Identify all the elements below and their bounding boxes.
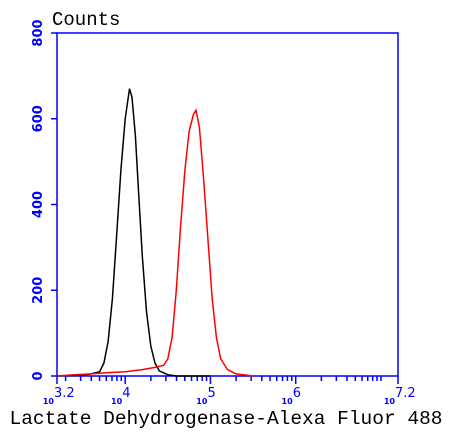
x-tick-label: 5 [207, 386, 215, 401]
x-tick-base: 10 [196, 397, 208, 406]
x-tick-base: 10 [111, 397, 123, 406]
y-tick-label: 800 [31, 19, 46, 46]
x-tick-label: 6 [293, 386, 301, 401]
x-tick-base: 10 [43, 397, 55, 406]
plot-frame [56, 32, 399, 377]
x-tick-base: 10 [282, 397, 294, 406]
y-tick-label: 600 [31, 105, 46, 132]
x-tick-label: 7.2 [395, 386, 416, 401]
x-tick-base: 10 [384, 397, 396, 406]
y-tick-label: 400 [31, 191, 46, 218]
chart-title: Counts [52, 9, 120, 31]
x-tick-label: 4 [122, 386, 130, 401]
histogram-line [56, 108, 254, 377]
histogram-line [56, 88, 211, 377]
x-tick-label: 3.2 [54, 386, 75, 401]
x-axis-label: Lactate Dehydrogenase-Alexa Fluor 488 [10, 408, 443, 430]
y-tick-label: 200 [31, 277, 46, 304]
y-tick-label: 0 [31, 371, 46, 380]
